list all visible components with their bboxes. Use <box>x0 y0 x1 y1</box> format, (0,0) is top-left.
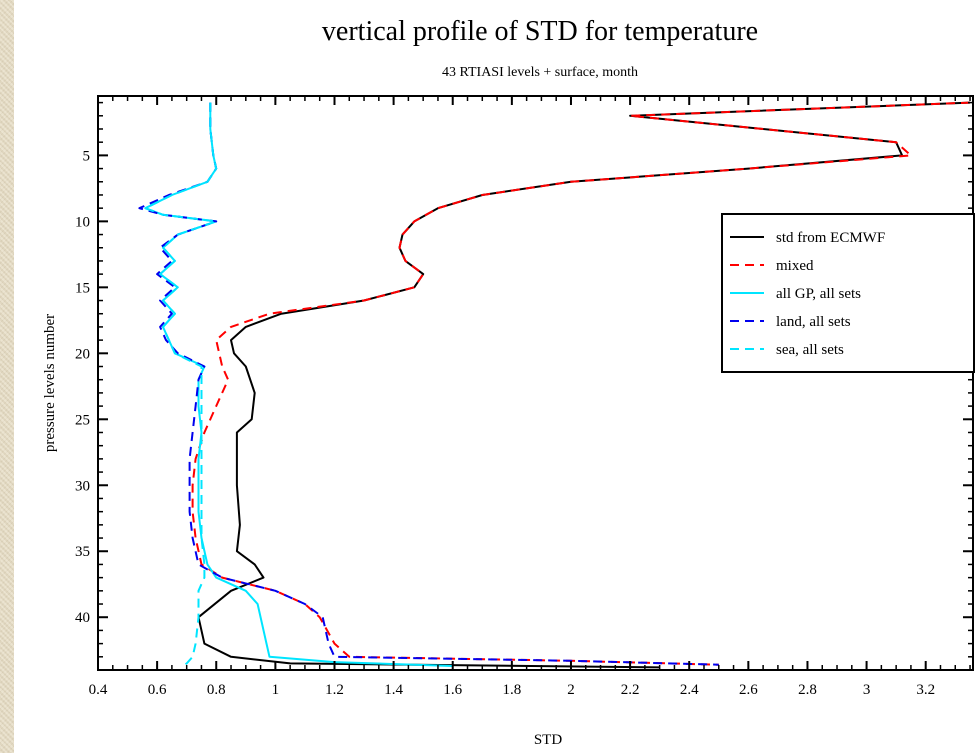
x-tick-label: 2.8 <box>798 682 817 698</box>
legend-label-1: std from ECMWF <box>776 230 885 246</box>
y-tick-label: 30 <box>75 478 90 494</box>
x-tick-label: 3 <box>863 682 871 698</box>
chart-panel: vertical profile of STD for temperature … <box>14 0 975 753</box>
y-tick-label: 35 <box>75 544 90 560</box>
legend-label-4: land, all sets <box>776 314 851 330</box>
chart-title: vertical profile of STD for temperature <box>322 16 758 47</box>
x-tick-label: 2 <box>567 682 575 698</box>
x-axis-label: STD <box>534 732 563 748</box>
y-tick-label: 5 <box>83 148 91 164</box>
legend: std from ECMWF mixed all GP, all sets land,… <box>721 213 975 373</box>
y-tick-label: 40 <box>75 610 90 626</box>
chart-svg: vertical profile of STD for temperature … <box>42 16 975 748</box>
x-tick-label: 1.8 <box>502 682 521 698</box>
plot-frame <box>97 95 974 671</box>
series-line-2 <box>191 101 971 666</box>
y-tick-label: 15 <box>75 280 90 296</box>
series-line-1 <box>197 101 971 669</box>
x-tick-label: 2.2 <box>621 682 640 698</box>
x-tick-label: 2.6 <box>739 682 758 698</box>
x-tick-label: 2.4 <box>680 682 699 698</box>
x-tick-label: 1.2 <box>325 682 344 698</box>
legend-label-2: mixed <box>776 258 814 274</box>
y-axis-label: pressure levels number <box>42 314 58 452</box>
y-tick-label: 25 <box>75 412 90 428</box>
legend-label-5: sea, all sets <box>776 342 844 358</box>
x-tick-label: 1 <box>272 682 280 698</box>
y-tick-label: 20 <box>75 346 90 362</box>
series-layer <box>138 101 971 669</box>
y-tick-label: 10 <box>75 214 90 230</box>
x-tick-label: 0.6 <box>148 682 167 698</box>
series-line-3 <box>144 102 453 667</box>
x-tick-label: 1.6 <box>443 682 462 698</box>
legend-label-3: all GP, all sets <box>776 286 861 302</box>
chart-subtitle: 43 RTIASI levels + surface, month <box>442 65 638 80</box>
x-tick-label: 0.8 <box>207 682 226 698</box>
x-tick-label: 0.4 <box>89 682 108 698</box>
x-tick-label: 3.2 <box>916 682 935 698</box>
x-tick-label: 1.4 <box>384 682 403 698</box>
series-line-4 <box>138 102 719 666</box>
series-line-5 <box>144 102 218 669</box>
